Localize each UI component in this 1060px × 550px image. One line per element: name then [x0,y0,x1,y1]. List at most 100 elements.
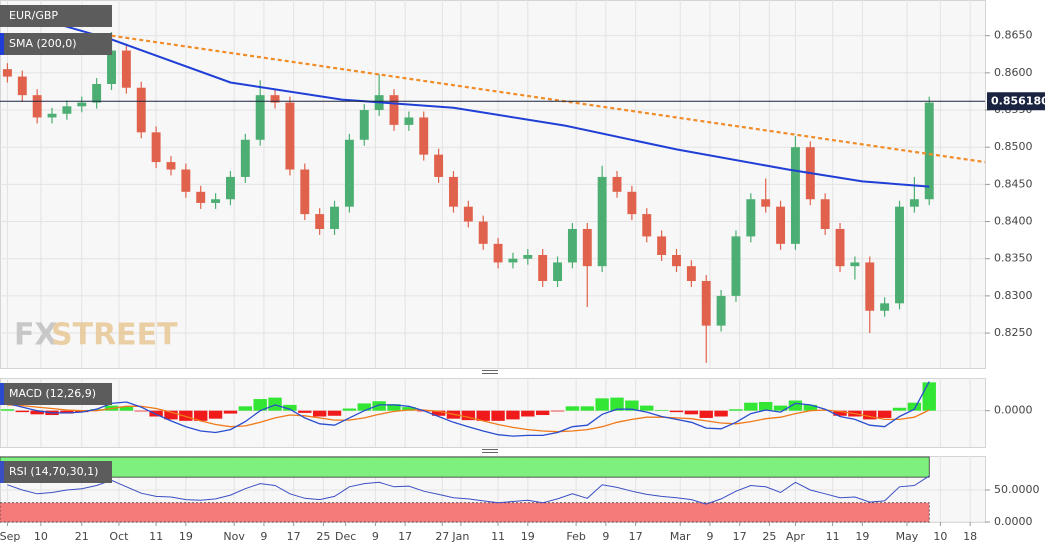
candle-body [642,214,652,237]
candle-body [686,266,696,282]
last-price-box [987,92,1045,111]
x-tick-label: 25 [316,530,330,543]
candle-body [240,139,250,177]
histogram-bar [283,404,297,411]
indicator-label: EUR/GBP [9,9,58,22]
candle-body [92,84,102,103]
candle-body [835,228,845,267]
x-tick-label: 17 [733,530,747,543]
candle-body [211,199,221,203]
histogram-bar [640,405,654,411]
histogram-bar [565,406,580,411]
indicator-label-stripe [0,461,4,483]
candle-body [270,95,280,103]
histogram-bar [595,398,609,411]
candle-body [701,281,711,326]
histogram-bar [684,410,699,415]
x-tick-label: 19 [855,530,869,543]
candle-body [330,206,339,229]
histogram-bar [179,410,193,421]
candle-body [389,95,399,125]
x-tick-label: 11 [826,530,840,543]
candle-body [151,132,161,163]
candle-body [567,228,577,263]
x-tick-label: 11 [149,530,163,543]
x-tick-label: 17 [629,530,643,543]
histogram-bar [714,410,728,417]
x-tick-label: Feb [566,530,585,543]
candle-body [553,262,563,282]
candle-body [255,95,265,140]
candle-body [523,254,533,259]
histogram-bar [461,410,476,421]
indicator-label-stripe [0,383,4,405]
candle-body [716,295,726,326]
histogram-bar [253,399,267,411]
watermark-text: FX [14,318,58,353]
histogram-bar [134,410,148,412]
x-tick-label: 9 [260,530,267,543]
plot-area [0,456,985,523]
histogram-bar [15,410,29,413]
y-tick-label: 0.8400 [994,215,1033,228]
x-tick-label: 9 [602,530,609,543]
histogram-bar [521,410,535,417]
x-tick-label: 10 [933,530,947,543]
histogram-bar [387,404,401,411]
candle-body [136,87,146,133]
x-tick-label: 9 [372,530,379,543]
candle-body [359,110,369,140]
plot-area [0,378,985,447]
histogram-bar [75,410,89,413]
x-tick-label: Nov [223,530,245,543]
indicator-label: MACD (12,26,9) [9,387,96,400]
x-tick-label: Oct [109,530,129,543]
candle-body [449,176,458,207]
x-tick-label: 11 [491,530,505,543]
y-tick-label: 0.8300 [994,289,1033,302]
x-tick-label: 21 [75,530,89,543]
x-tick-label: 27 [435,530,449,543]
y-tick-label: 0.8600 [994,66,1033,79]
x-tick-label: 10 [34,530,48,543]
candle-body [820,199,830,229]
histogram-bar [610,397,624,411]
x-tick-label: 19 [521,530,535,543]
histogram-bar [550,410,565,412]
histogram-bar [535,410,550,416]
x-tick-label: 25 [762,530,776,543]
trend-line [111,34,986,164]
histogram-bar [892,407,907,411]
histogram-bar [863,410,877,420]
candle-body [17,76,27,96]
candle-body [612,176,622,192]
histogram-bar [669,410,684,413]
candle-body [300,169,310,215]
candle-body [196,191,206,203]
candle-body [538,254,548,282]
histogram-bar [431,410,446,416]
x-tick-label: Sep [0,530,20,543]
histogram-bar [357,403,371,411]
overbought-zone [0,456,930,478]
candle-body [895,206,904,304]
histogram-bar [506,410,520,420]
histogram-bar [402,407,416,411]
histogram-bar [625,400,639,411]
candle-body [865,262,875,311]
y-tick-label: 50.0000 [994,483,1040,496]
histogram-bar [238,406,253,411]
histogram-bar [922,382,936,411]
histogram-bar [30,410,44,415]
histogram-bar [372,401,386,411]
histogram-bar [907,402,922,411]
candle-body [672,254,681,267]
x-tick-label: 18 [963,530,977,543]
histogram-bar [833,410,847,416]
candle-body [508,258,518,263]
x-tick-label: 9 [706,530,713,543]
indicator-label-box [0,461,112,483]
